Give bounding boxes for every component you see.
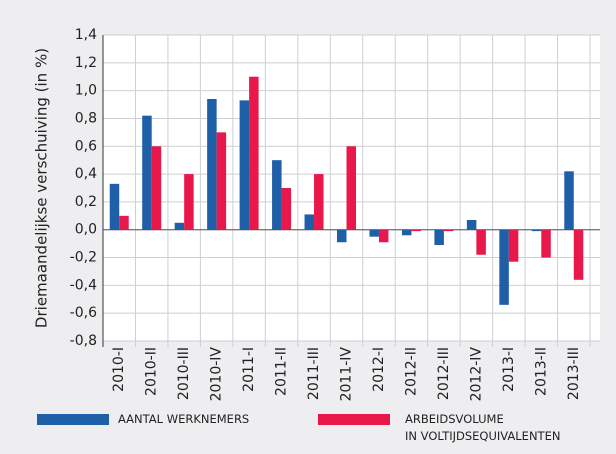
y-tick-label: 1,4 bbox=[75, 27, 97, 43]
bar bbox=[499, 229, 509, 305]
bar bbox=[411, 229, 421, 232]
bar bbox=[174, 222, 185, 230]
x-tick-label: 2012-II bbox=[403, 347, 419, 396]
legend-swatch bbox=[37, 414, 109, 425]
bar bbox=[142, 115, 152, 230]
y-tick-label: -0,4 bbox=[70, 277, 97, 293]
y-axis-label: Driemaandelijkse verschuiving (in %) bbox=[33, 48, 51, 328]
x-tick-label: 2011-I bbox=[241, 347, 257, 392]
bar bbox=[337, 229, 347, 243]
bar bbox=[314, 174, 324, 230]
bar bbox=[151, 146, 162, 230]
y-tick-label: -0,6 bbox=[70, 305, 97, 321]
x-tick-label: 2011-IV bbox=[339, 347, 355, 402]
x-tick-label: 2012-I bbox=[371, 347, 387, 392]
y-tick-label: 0,4 bbox=[75, 166, 97, 182]
bar bbox=[281, 188, 292, 230]
bar bbox=[119, 215, 129, 230]
bar bbox=[476, 229, 486, 255]
x-tick-label: 2010-I bbox=[111, 347, 127, 392]
x-tick-label: 2010-III bbox=[176, 347, 192, 400]
x-tick-label: 2013-I bbox=[501, 347, 517, 392]
y-tick-label: 0,8 bbox=[75, 110, 97, 126]
y-tick-label: -0,8 bbox=[70, 333, 97, 349]
bar bbox=[541, 229, 551, 258]
bar bbox=[564, 171, 574, 230]
x-tick-label: 2011-II bbox=[274, 347, 290, 396]
bar bbox=[369, 229, 379, 237]
legend-label: ARBEIDSVOLUME IN VOLTIJDSEQUIVALENTEN bbox=[405, 412, 561, 443]
bar bbox=[249, 76, 259, 230]
x-tick-label: 2013-II bbox=[533, 347, 549, 396]
bar bbox=[239, 100, 250, 230]
x-tick-label: 2010-II bbox=[144, 347, 160, 396]
bar bbox=[466, 219, 477, 230]
x-tick-label: 2012-III bbox=[436, 347, 452, 400]
bar bbox=[207, 98, 217, 230]
x-tick-label: 2013-III bbox=[566, 347, 582, 400]
bar bbox=[508, 229, 519, 262]
bar bbox=[109, 183, 120, 230]
x-tick-label: 2010-IV bbox=[209, 347, 225, 402]
bar bbox=[378, 229, 389, 243]
bar bbox=[443, 229, 454, 232]
y-tick-label: 0,2 bbox=[75, 194, 97, 210]
y-tick-label: -0,2 bbox=[70, 250, 97, 266]
y-tick-label: 1,0 bbox=[75, 83, 97, 99]
bar bbox=[184, 174, 194, 230]
bar bbox=[573, 229, 584, 280]
x-tick-label: 2011-III bbox=[306, 347, 322, 400]
y-tick-label: 1,2 bbox=[75, 55, 97, 71]
y-tick-label: 0,6 bbox=[75, 138, 97, 154]
bar bbox=[346, 146, 356, 230]
x-tick-label: 2012-IV bbox=[468, 347, 484, 402]
bar bbox=[216, 132, 227, 230]
bar bbox=[304, 214, 315, 230]
y-tick-label: 0,0 bbox=[75, 222, 97, 238]
bar bbox=[272, 160, 282, 230]
legend-label: AANTAL WERKNEMERS bbox=[118, 412, 250, 426]
bar bbox=[531, 229, 542, 232]
legend-swatch bbox=[318, 414, 390, 425]
bar bbox=[434, 229, 444, 246]
bar bbox=[401, 229, 412, 236]
